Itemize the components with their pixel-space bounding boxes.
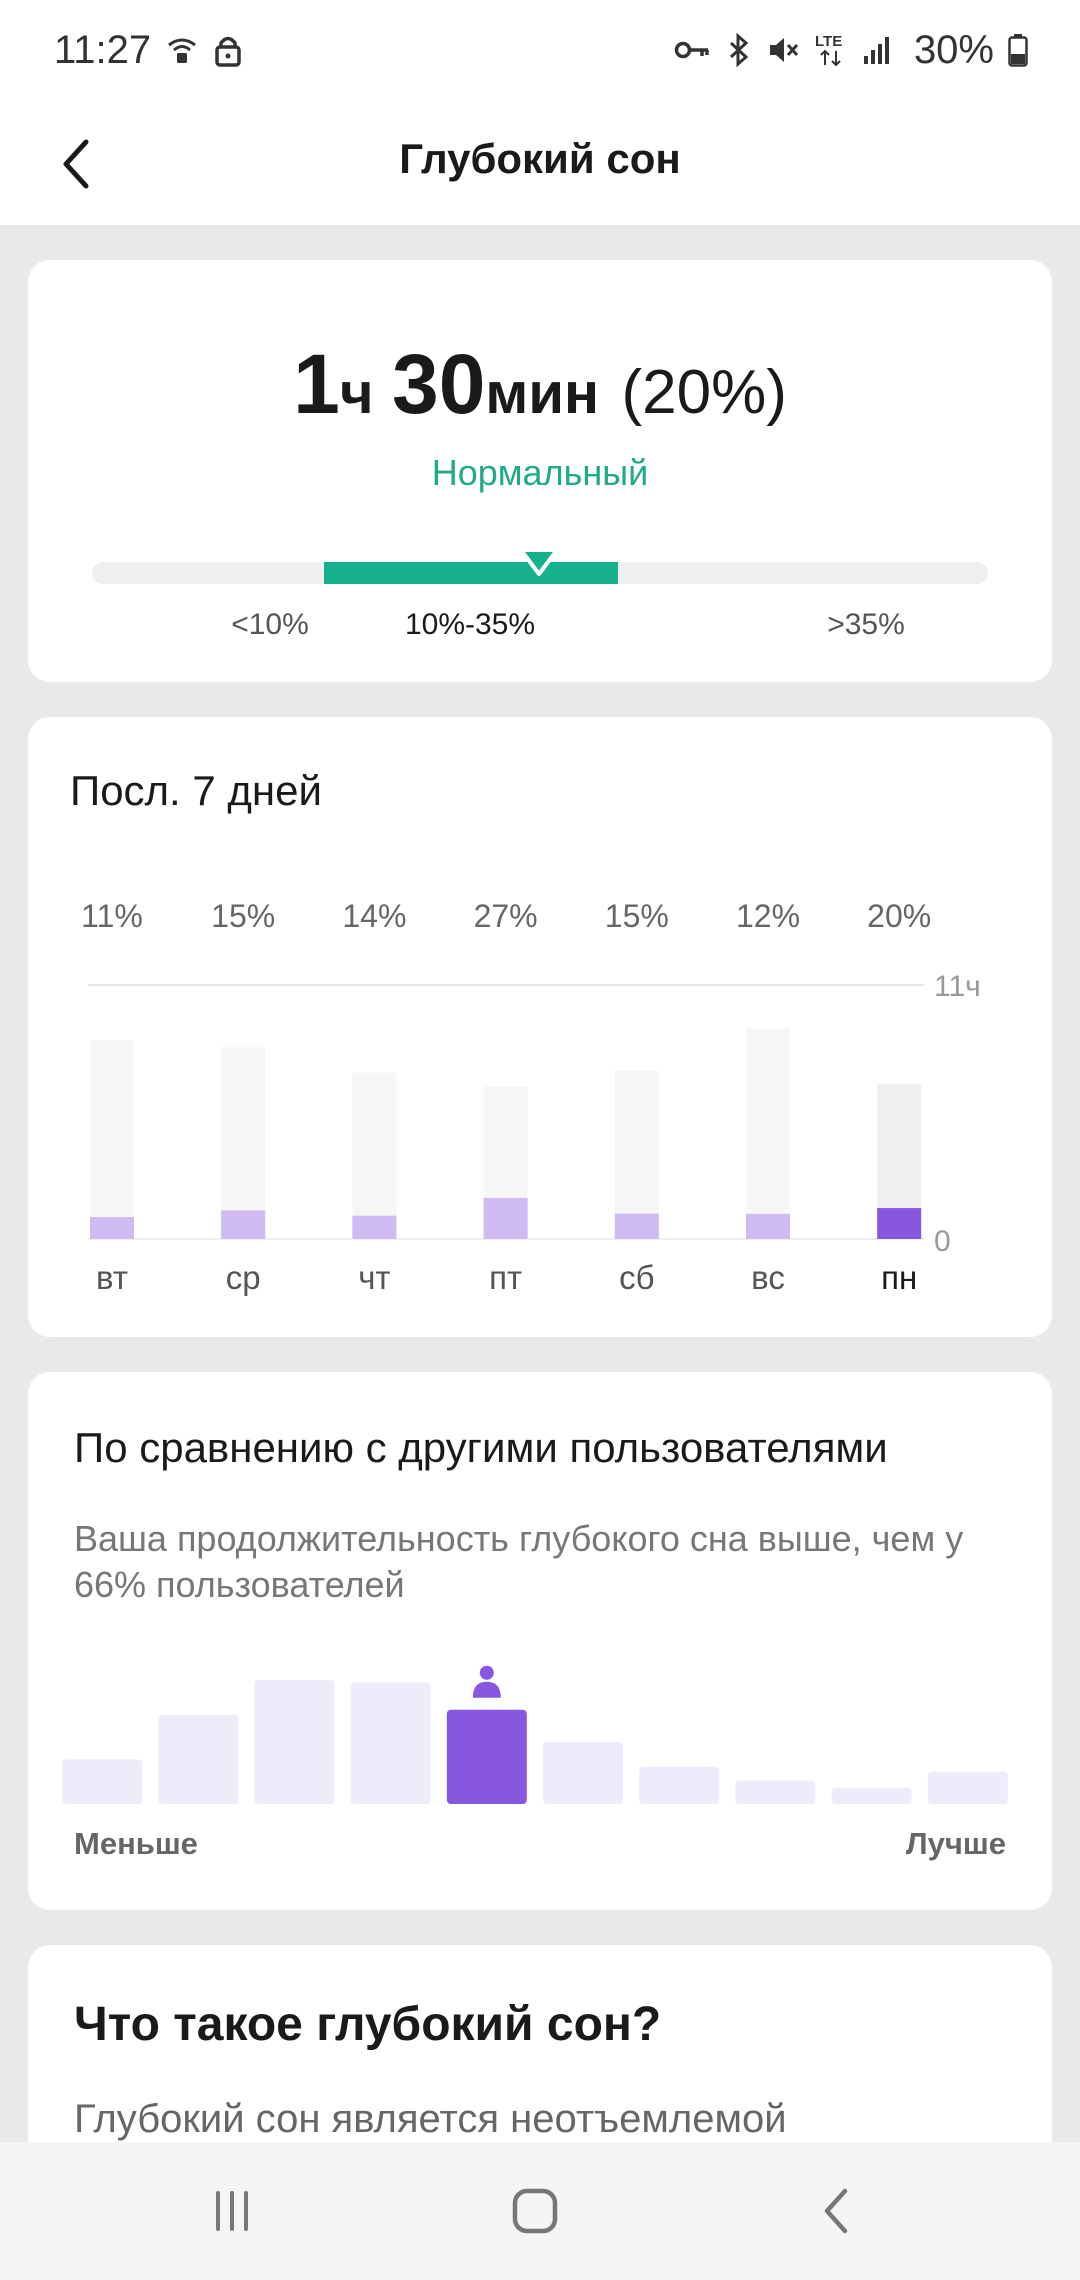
x-axis-day-label: сб: [619, 1259, 654, 1296]
status-bar: 11:27 LTE 30%: [0, 0, 1080, 100]
svg-text:LTE: LTE: [815, 33, 842, 50]
back-button[interactable]: [36, 124, 116, 204]
hours-unit: ч: [339, 361, 374, 426]
x-axis-day-label: чт: [358, 1259, 390, 1296]
lte-icon: LTE: [814, 31, 848, 69]
x-axis-day-label: вт: [96, 1259, 128, 1296]
comparison-description: Ваша продолжительность глубокого сна выш…: [74, 1518, 964, 1605]
distribution-bar: [927, 1771, 1008, 1804]
percent-label: 11%: [81, 898, 143, 934]
y-axis-max-label: 11ч: [934, 970, 981, 1003]
deep-sleep-bar: [90, 1217, 134, 1239]
range-label-low: <10%: [231, 608, 309, 641]
bluetooth-icon: [726, 33, 752, 67]
user-distribution-bar: [446, 1709, 527, 1804]
distribution-bar: [254, 1680, 335, 1804]
page-title: Глубокий сон: [399, 135, 681, 182]
user-position-icon: [472, 1665, 501, 1698]
total-sleep-bar: [221, 1047, 266, 1239]
last-7-days-title: Посл. 7 дней: [70, 767, 322, 814]
weekly-deep-sleep-chart: 11ч 0 11% вт 15% ср 14% чт 27% пт 15% сб 12% вс 20% пн: [81, 898, 981, 1296]
comparison-label-less: Меньше: [74, 1826, 198, 1861]
range-label-high: >35%: [827, 608, 905, 641]
distribution-bar: [543, 1742, 623, 1804]
percent-label: 12%: [736, 898, 800, 934]
minutes-unit: мин: [485, 361, 600, 426]
distribution-bar: [158, 1714, 239, 1804]
distribution-bar: [350, 1682, 431, 1804]
x-axis-day-label: пн: [881, 1259, 917, 1296]
back-icon: [824, 2188, 848, 2234]
battery-percent: 30%: [913, 27, 994, 72]
status-time: 11:27: [54, 27, 152, 72]
total-sleep-bar: [90, 1040, 134, 1239]
hours-value: 1: [293, 337, 340, 431]
distribution-bar: [735, 1780, 816, 1804]
deep-sleep-percent: (20%): [621, 358, 787, 427]
recent-apps-button[interactable]: [172, 2166, 292, 2256]
percent-label: 15%: [605, 898, 669, 934]
comparison-label-better: Лучше: [905, 1826, 1006, 1861]
percent-label: 27%: [474, 898, 538, 934]
percent-label: 15%: [211, 898, 275, 934]
deep-sleep-bar: [352, 1215, 397, 1239]
last-7-days-card: Посл. 7 дней 11ч 0 11% вт 15% ср 14% чт 27% пт 15%…: [28, 717, 1052, 1337]
deep-sleep-bar: [877, 1208, 922, 1239]
distribution-bar: [62, 1759, 142, 1804]
lock-icon: [213, 33, 243, 67]
total-sleep-bar: [352, 1072, 397, 1239]
range-marker-icon: [519, 548, 559, 585]
comparison-distribution-chart: [62, 1665, 1008, 1804]
comparison-title: По сравнению с другими пользователями: [74, 1424, 888, 1471]
deep-sleep-bar: [221, 1210, 266, 1239]
battery-icon: [1008, 33, 1028, 67]
status-label: Нормальный: [431, 452, 649, 493]
distribution-bar: [639, 1766, 720, 1804]
mute-icon: [766, 33, 800, 67]
y-axis-min-label: 0: [934, 1225, 951, 1258]
app-bar: Глубокий сон: [0, 100, 1080, 225]
nav-back-button[interactable]: [777, 2166, 897, 2256]
home-icon: [512, 2188, 558, 2234]
x-axis-day-label: ср: [226, 1259, 261, 1296]
info-text: Глубокий сон является неотъемлемой: [74, 2097, 787, 2141]
x-axis-day-label: пт: [489, 1259, 522, 1296]
range-label-normal: 10%-35%: [404, 608, 536, 641]
distribution-bar: [831, 1787, 912, 1804]
deep-sleep-bar: [746, 1213, 790, 1239]
system-nav-bar: [0, 2142, 1080, 2280]
range-normal-segment: [324, 562, 618, 584]
comparison-card: По сравнению с другими пользователями Ва…: [28, 1372, 1052, 1910]
percent-label: 14%: [342, 898, 406, 934]
signal-icon: [862, 34, 894, 66]
deep-sleep-summary-card: 1ч 30мин (20%) Нормальный <10% 10%-35% >…: [28, 260, 1052, 682]
key-icon: [674, 38, 712, 62]
deep-sleep-bar: [483, 1197, 528, 1239]
home-button[interactable]: [475, 2166, 595, 2256]
deep-sleep-duration: 1ч 30мин (20%): [28, 336, 1052, 433]
deep-sleep-bar: [614, 1213, 659, 1239]
recent-apps-icon: [216, 2191, 248, 2231]
info-title: Что такое глубокий сон?: [74, 1998, 662, 2051]
back-arrow-icon: [63, 139, 89, 189]
total-sleep-bar: [614, 1070, 659, 1239]
wifi-lock-icon: [165, 33, 199, 67]
percent-label: 20%: [867, 898, 931, 934]
x-axis-day-label: вс: [751, 1259, 785, 1296]
total-sleep-bar: [746, 1028, 790, 1239]
minutes-value: 30: [391, 337, 486, 431]
